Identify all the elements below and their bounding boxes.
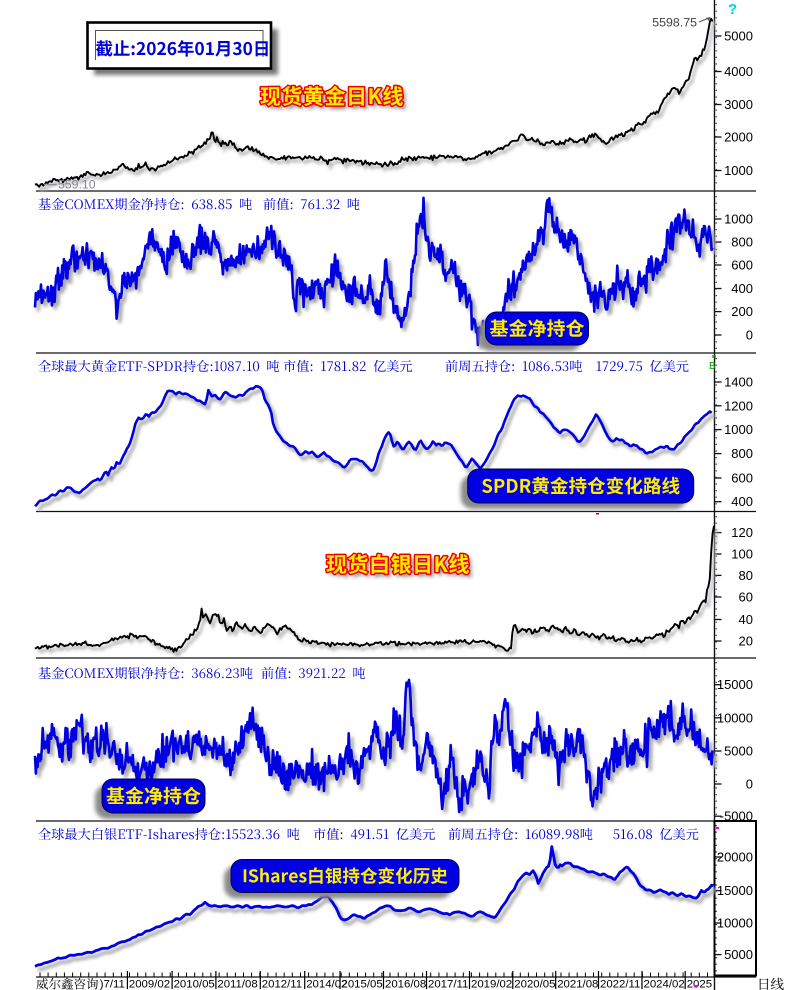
- svg-text:2016/08: 2016/08: [385, 979, 426, 990]
- svg-text:800: 800: [731, 235, 753, 250]
- svg-text:)7/11: )7/11: [100, 979, 125, 990]
- svg-text:2017/11: 2017/11: [428, 979, 468, 990]
- svg-text:10000: 10000: [717, 710, 753, 725]
- svg-text:800: 800: [731, 446, 753, 461]
- svg-text:2025: 2025: [687, 979, 712, 990]
- svg-text:10000: 10000: [717, 916, 753, 931]
- svg-text:0: 0: [746, 328, 753, 343]
- svg-text:2014/02: 2014/02: [306, 979, 347, 990]
- svg-text:1400: 1400: [724, 375, 753, 390]
- svg-text:4000: 4000: [724, 64, 753, 79]
- svg-text:2022/11: 2022/11: [600, 979, 640, 990]
- svg-text:2020/05: 2020/05: [514, 979, 555, 990]
- svg-text:1000: 1000: [724, 163, 753, 178]
- svg-text:100: 100: [731, 547, 753, 562]
- svg-text:2012/11: 2012/11: [262, 979, 302, 990]
- svg-text:15000: 15000: [717, 677, 753, 692]
- svg-text:200: 200: [731, 304, 753, 319]
- svg-text:15000: 15000: [717, 883, 753, 898]
- svg-text:?: ?: [728, 1, 737, 18]
- svg-text:2015/05: 2015/05: [342, 979, 383, 990]
- svg-text:2024/02: 2024/02: [644, 979, 685, 990]
- svg-text:0: 0: [746, 777, 753, 792]
- svg-text:2000: 2000: [724, 130, 753, 145]
- svg-text:600: 600: [731, 471, 753, 486]
- svg-text:2010/05: 2010/05: [174, 979, 215, 990]
- svg-text:5000: 5000: [724, 947, 753, 962]
- svg-text:2009/02: 2009/02: [129, 979, 170, 990]
- svg-text:3000: 3000: [724, 97, 753, 112]
- svg-text:600: 600: [731, 258, 753, 273]
- svg-text:559.10: 559.10: [58, 178, 96, 192]
- svg-text:1000: 1000: [724, 212, 753, 227]
- svg-text:40: 40: [739, 612, 753, 627]
- svg-text:400: 400: [731, 494, 753, 509]
- svg-text:60: 60: [739, 590, 753, 605]
- svg-text:80: 80: [739, 568, 753, 583]
- svg-text:-5000: -5000: [720, 809, 753, 824]
- svg-text:2019/02: 2019/02: [471, 979, 512, 990]
- svg-text:2011/08: 2011/08: [217, 979, 257, 990]
- svg-text:5000: 5000: [724, 744, 753, 759]
- svg-text:B: B: [709, 361, 716, 372]
- svg-text:5000: 5000: [724, 29, 753, 44]
- svg-text:400: 400: [731, 281, 753, 296]
- svg-text:120: 120: [731, 525, 753, 540]
- svg-text:20: 20: [739, 634, 753, 649]
- svg-text:5598.75: 5598.75: [652, 16, 697, 30]
- svg-text:20000: 20000: [717, 850, 753, 865]
- svg-text:1000: 1000: [724, 422, 753, 437]
- svg-text:2021/08: 2021/08: [557, 979, 598, 990]
- svg-text:1200: 1200: [724, 398, 753, 413]
